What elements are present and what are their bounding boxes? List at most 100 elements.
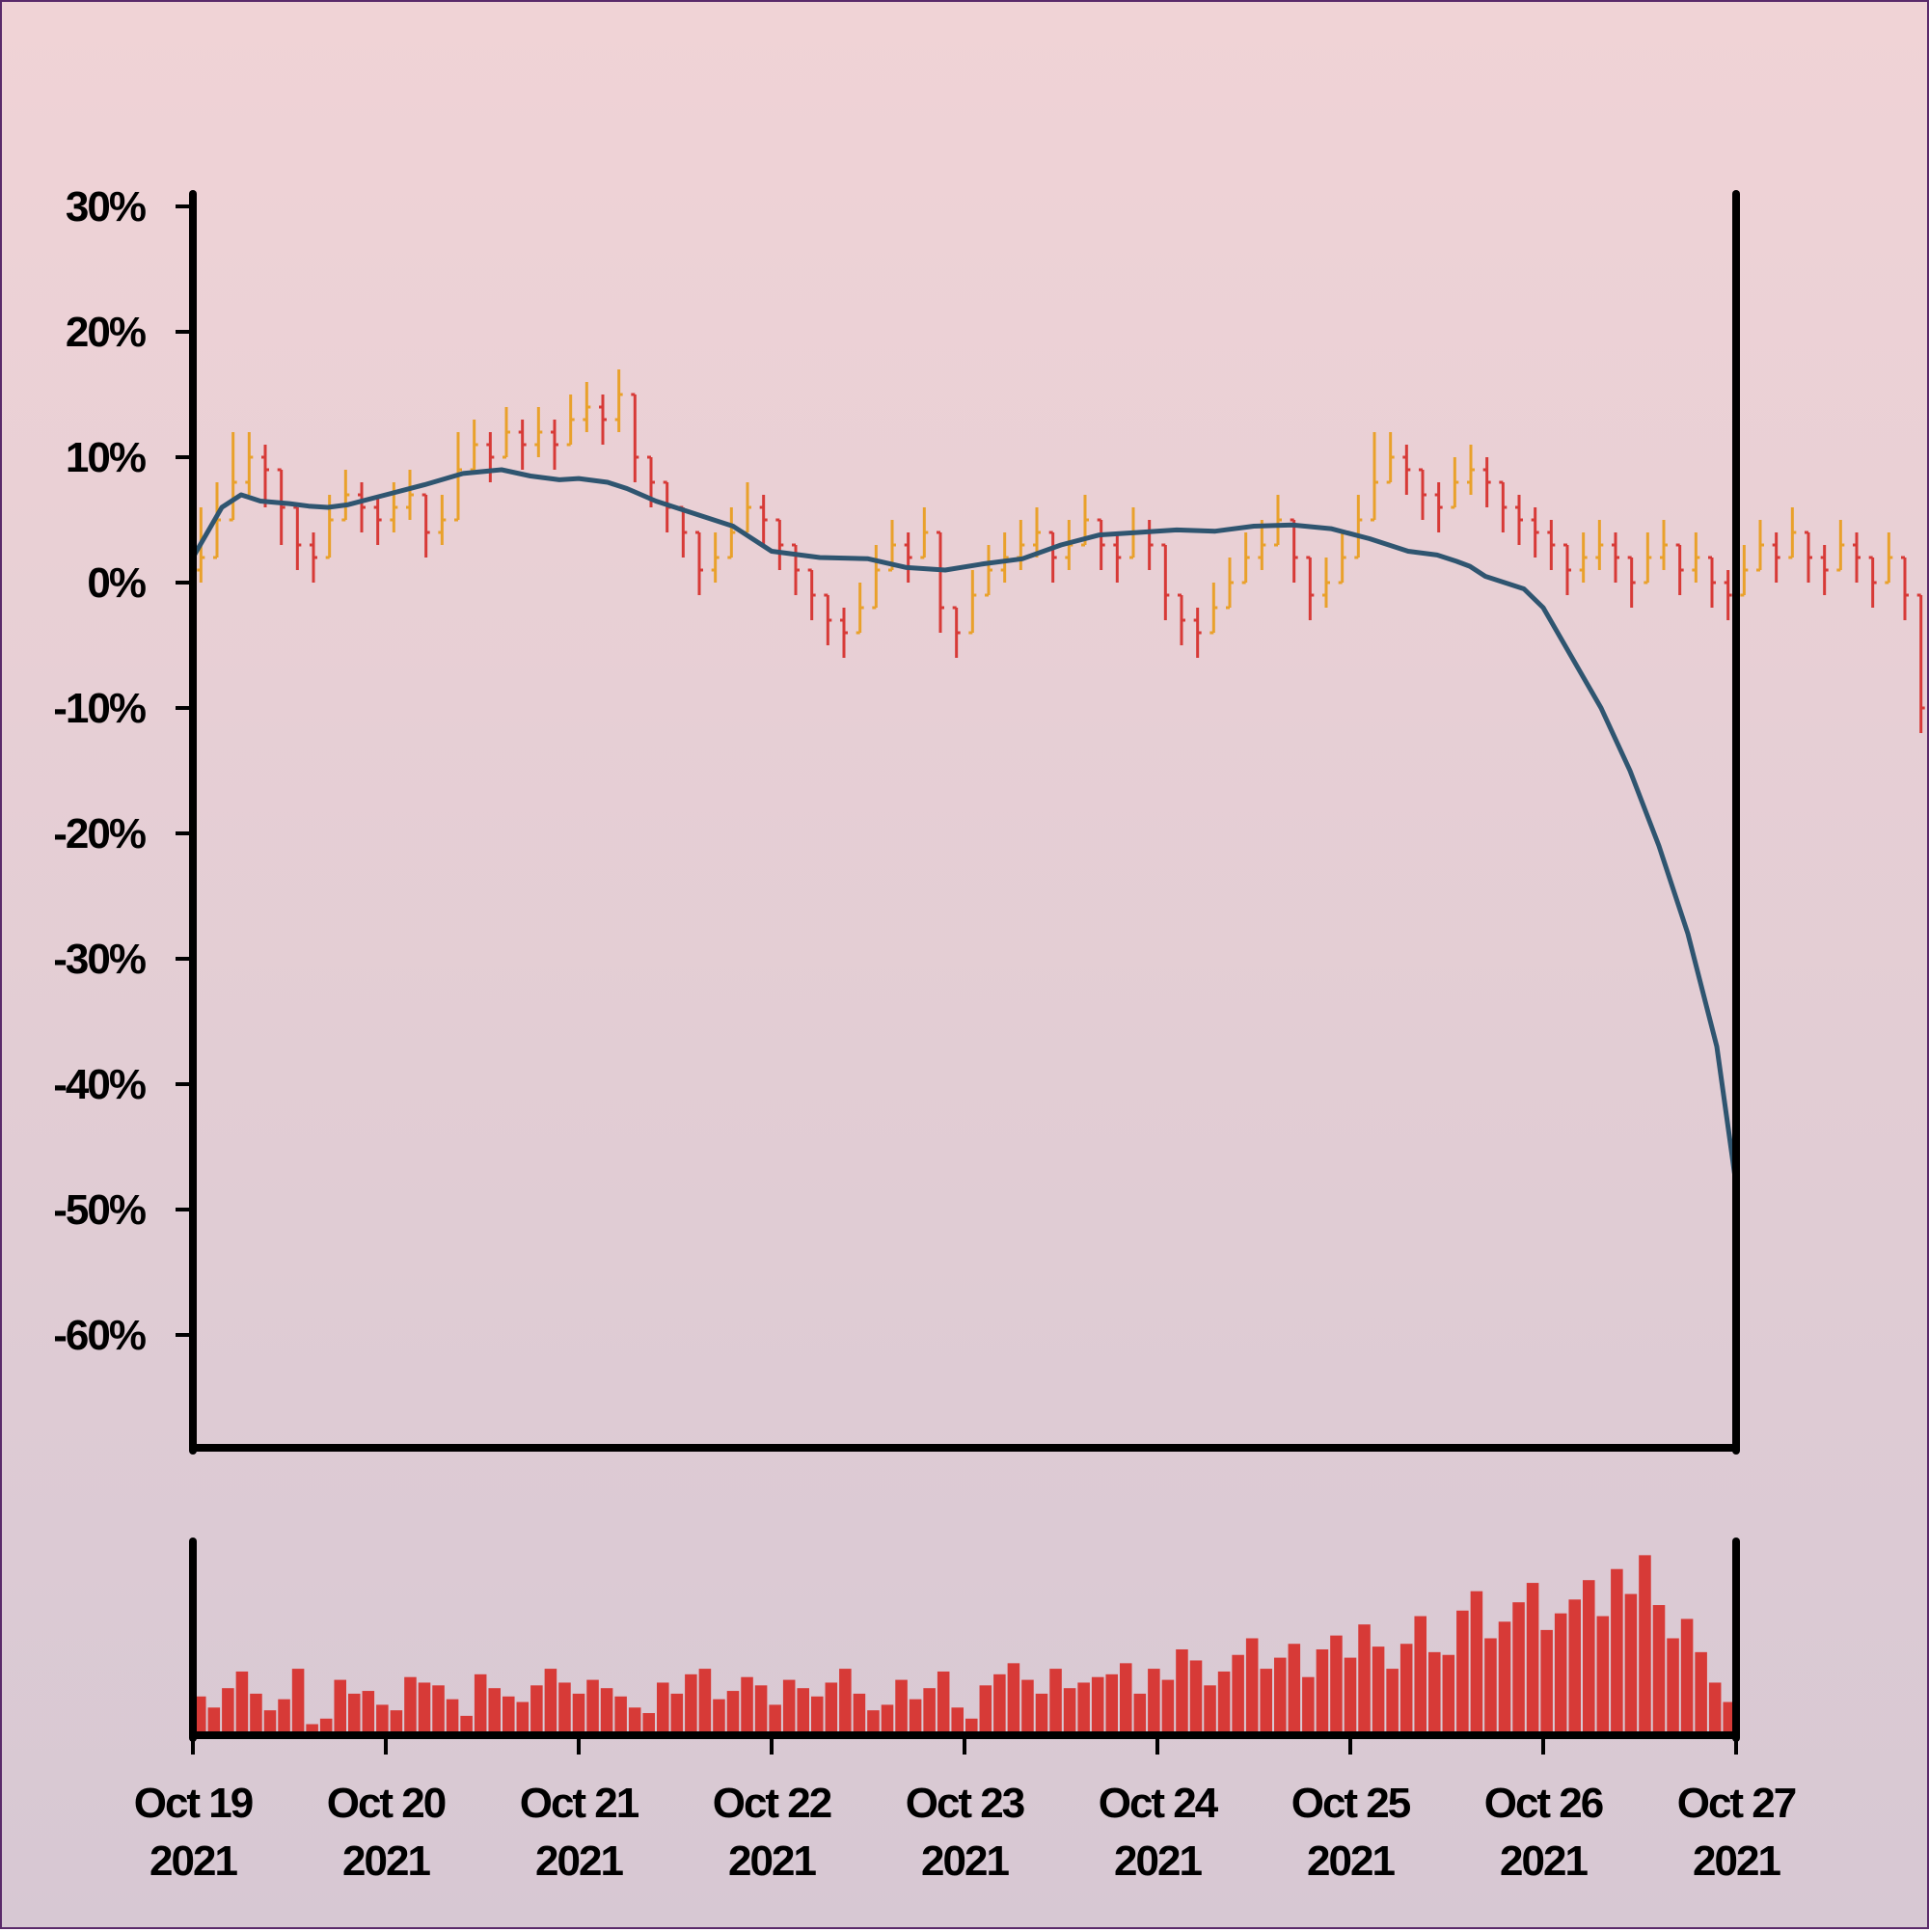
volume-bar: [488, 1688, 501, 1735]
ohlc-bar: [470, 420, 478, 472]
volume-bar: [1399, 1644, 1413, 1735]
ohlc-bar: [1595, 520, 1604, 570]
volume-bar: [222, 1688, 234, 1735]
ohlc-bar: [1820, 545, 1829, 595]
volume-bar: [713, 1699, 725, 1735]
volume-bar: [1161, 1679, 1175, 1735]
ohlc-bar: [438, 495, 447, 545]
volume-bar: [1049, 1669, 1062, 1735]
volume-bar: [1358, 1624, 1371, 1735]
volume-bar: [1667, 1638, 1679, 1735]
ohlc-bar: [1451, 457, 1459, 509]
volume-bar: [263, 1710, 277, 1735]
price-panel: 30% 20% 10% 0% -10% -20% -30% -40% -50% -60%: [53, 183, 1925, 1455]
ohlc-bar: [614, 369, 623, 432]
y-tick-label: 0%: [87, 559, 145, 607]
volume-bar: [235, 1671, 249, 1735]
volume-bar: [782, 1679, 796, 1735]
volume-bar: [1133, 1693, 1147, 1735]
volume-bar: [1035, 1693, 1048, 1735]
x-tick-label-year: 2021: [149, 1837, 237, 1885]
y-tick-label: 30%: [66, 183, 146, 231]
volume-bar: [1007, 1663, 1020, 1735]
ohlc-bar: [1178, 593, 1185, 645]
ohlc-bar: [503, 407, 510, 459]
volume-bar: [1021, 1679, 1034, 1735]
ohlc-bar: [824, 593, 832, 645]
volume-bar: [1288, 1644, 1301, 1735]
y-tick-label: 20%: [66, 309, 146, 356]
volume-bar: [1316, 1648, 1329, 1735]
ohlc-bar: [1708, 556, 1716, 608]
volume-bar: [530, 1685, 543, 1735]
volume-bar: [558, 1682, 571, 1735]
ohlc-bar: [1853, 532, 1861, 583]
ohlc-bar: [1724, 570, 1732, 620]
volume-bar: [1372, 1646, 1385, 1735]
ohlc-bar: [1241, 532, 1250, 585]
volume-bar: [390, 1710, 403, 1735]
ohlc-bar: [1740, 545, 1749, 597]
volume-bar: [881, 1704, 894, 1735]
ohlc-bar: [358, 482, 366, 532]
y-tick-label: -20%: [53, 810, 146, 857]
volume-bar: [1554, 1613, 1567, 1735]
volume-bar: [1470, 1591, 1483, 1735]
ohlc-bar: [518, 420, 527, 470]
ohlc-bar: [1627, 556, 1636, 608]
ohlc-bar: [245, 432, 254, 495]
x-tick-label: Oct 26: [1484, 1780, 1603, 1827]
ohlc-bar: [985, 545, 992, 597]
x-tick-label-year: 2021: [728, 1837, 816, 1885]
ohlc-bar: [1756, 520, 1764, 572]
ohlc-bar: [1901, 556, 1909, 620]
volume-bar: [432, 1685, 445, 1735]
x-tick-label: Oct 23: [906, 1780, 1024, 1827]
volume-panel: [189, 1537, 1740, 1742]
volume-bar: [698, 1669, 712, 1735]
volume-bar: [474, 1673, 487, 1735]
ohlc-bar: [534, 407, 543, 457]
ohlc-bar: [486, 432, 495, 482]
ohlc-bar: [1097, 518, 1105, 570]
volume-bar: [1344, 1657, 1357, 1735]
ohlc-bar: [679, 505, 688, 558]
ohlc-bar: [872, 545, 881, 610]
volume-bar: [334, 1679, 346, 1735]
ohlc-bar: [1499, 480, 1508, 532]
volume-bar: [1695, 1651, 1707, 1735]
volume-bar: [979, 1685, 992, 1735]
x-tick-label-year: 2021: [342, 1837, 430, 1885]
volume-bar: [1330, 1635, 1343, 1735]
volume-bar: [867, 1710, 880, 1735]
x-tick-label: Oct 19: [134, 1780, 253, 1827]
ohlc-bar: [1482, 457, 1491, 507]
volume-bar: [853, 1693, 866, 1735]
ohlc-bar: [341, 470, 350, 522]
volume-bar: [1217, 1671, 1231, 1735]
ohlc-bar: [1772, 532, 1780, 583]
volume-bar: [460, 1715, 473, 1735]
volume-bar: [797, 1688, 809, 1735]
ohlc-bar: [1660, 520, 1668, 570]
ohlc-bar: [310, 532, 317, 583]
volume-bar: [1583, 1580, 1595, 1735]
ohlc-bar: [1788, 507, 1797, 559]
x-tick-label-year: 2021: [535, 1837, 623, 1885]
x-tick-label-year: 2021: [1307, 1837, 1395, 1885]
ohlc-bar: [1563, 543, 1571, 595]
ohlc-bar: [1675, 543, 1684, 595]
ohlc-bar: [566, 395, 575, 447]
ohlc-bar: [1145, 520, 1154, 570]
volume-bar: [741, 1676, 753, 1735]
volume-bar: [1414, 1616, 1426, 1735]
ohlc-bar: [952, 606, 961, 658]
volume-bar: [1189, 1660, 1203, 1735]
y-tick-label: -40%: [53, 1061, 146, 1108]
ohlc-bar: [807, 568, 816, 620]
volume-bar: [376, 1704, 389, 1735]
ohlc-bar: [1290, 518, 1298, 583]
volume-bar: [1484, 1638, 1497, 1735]
volume-bar: [825, 1682, 838, 1735]
